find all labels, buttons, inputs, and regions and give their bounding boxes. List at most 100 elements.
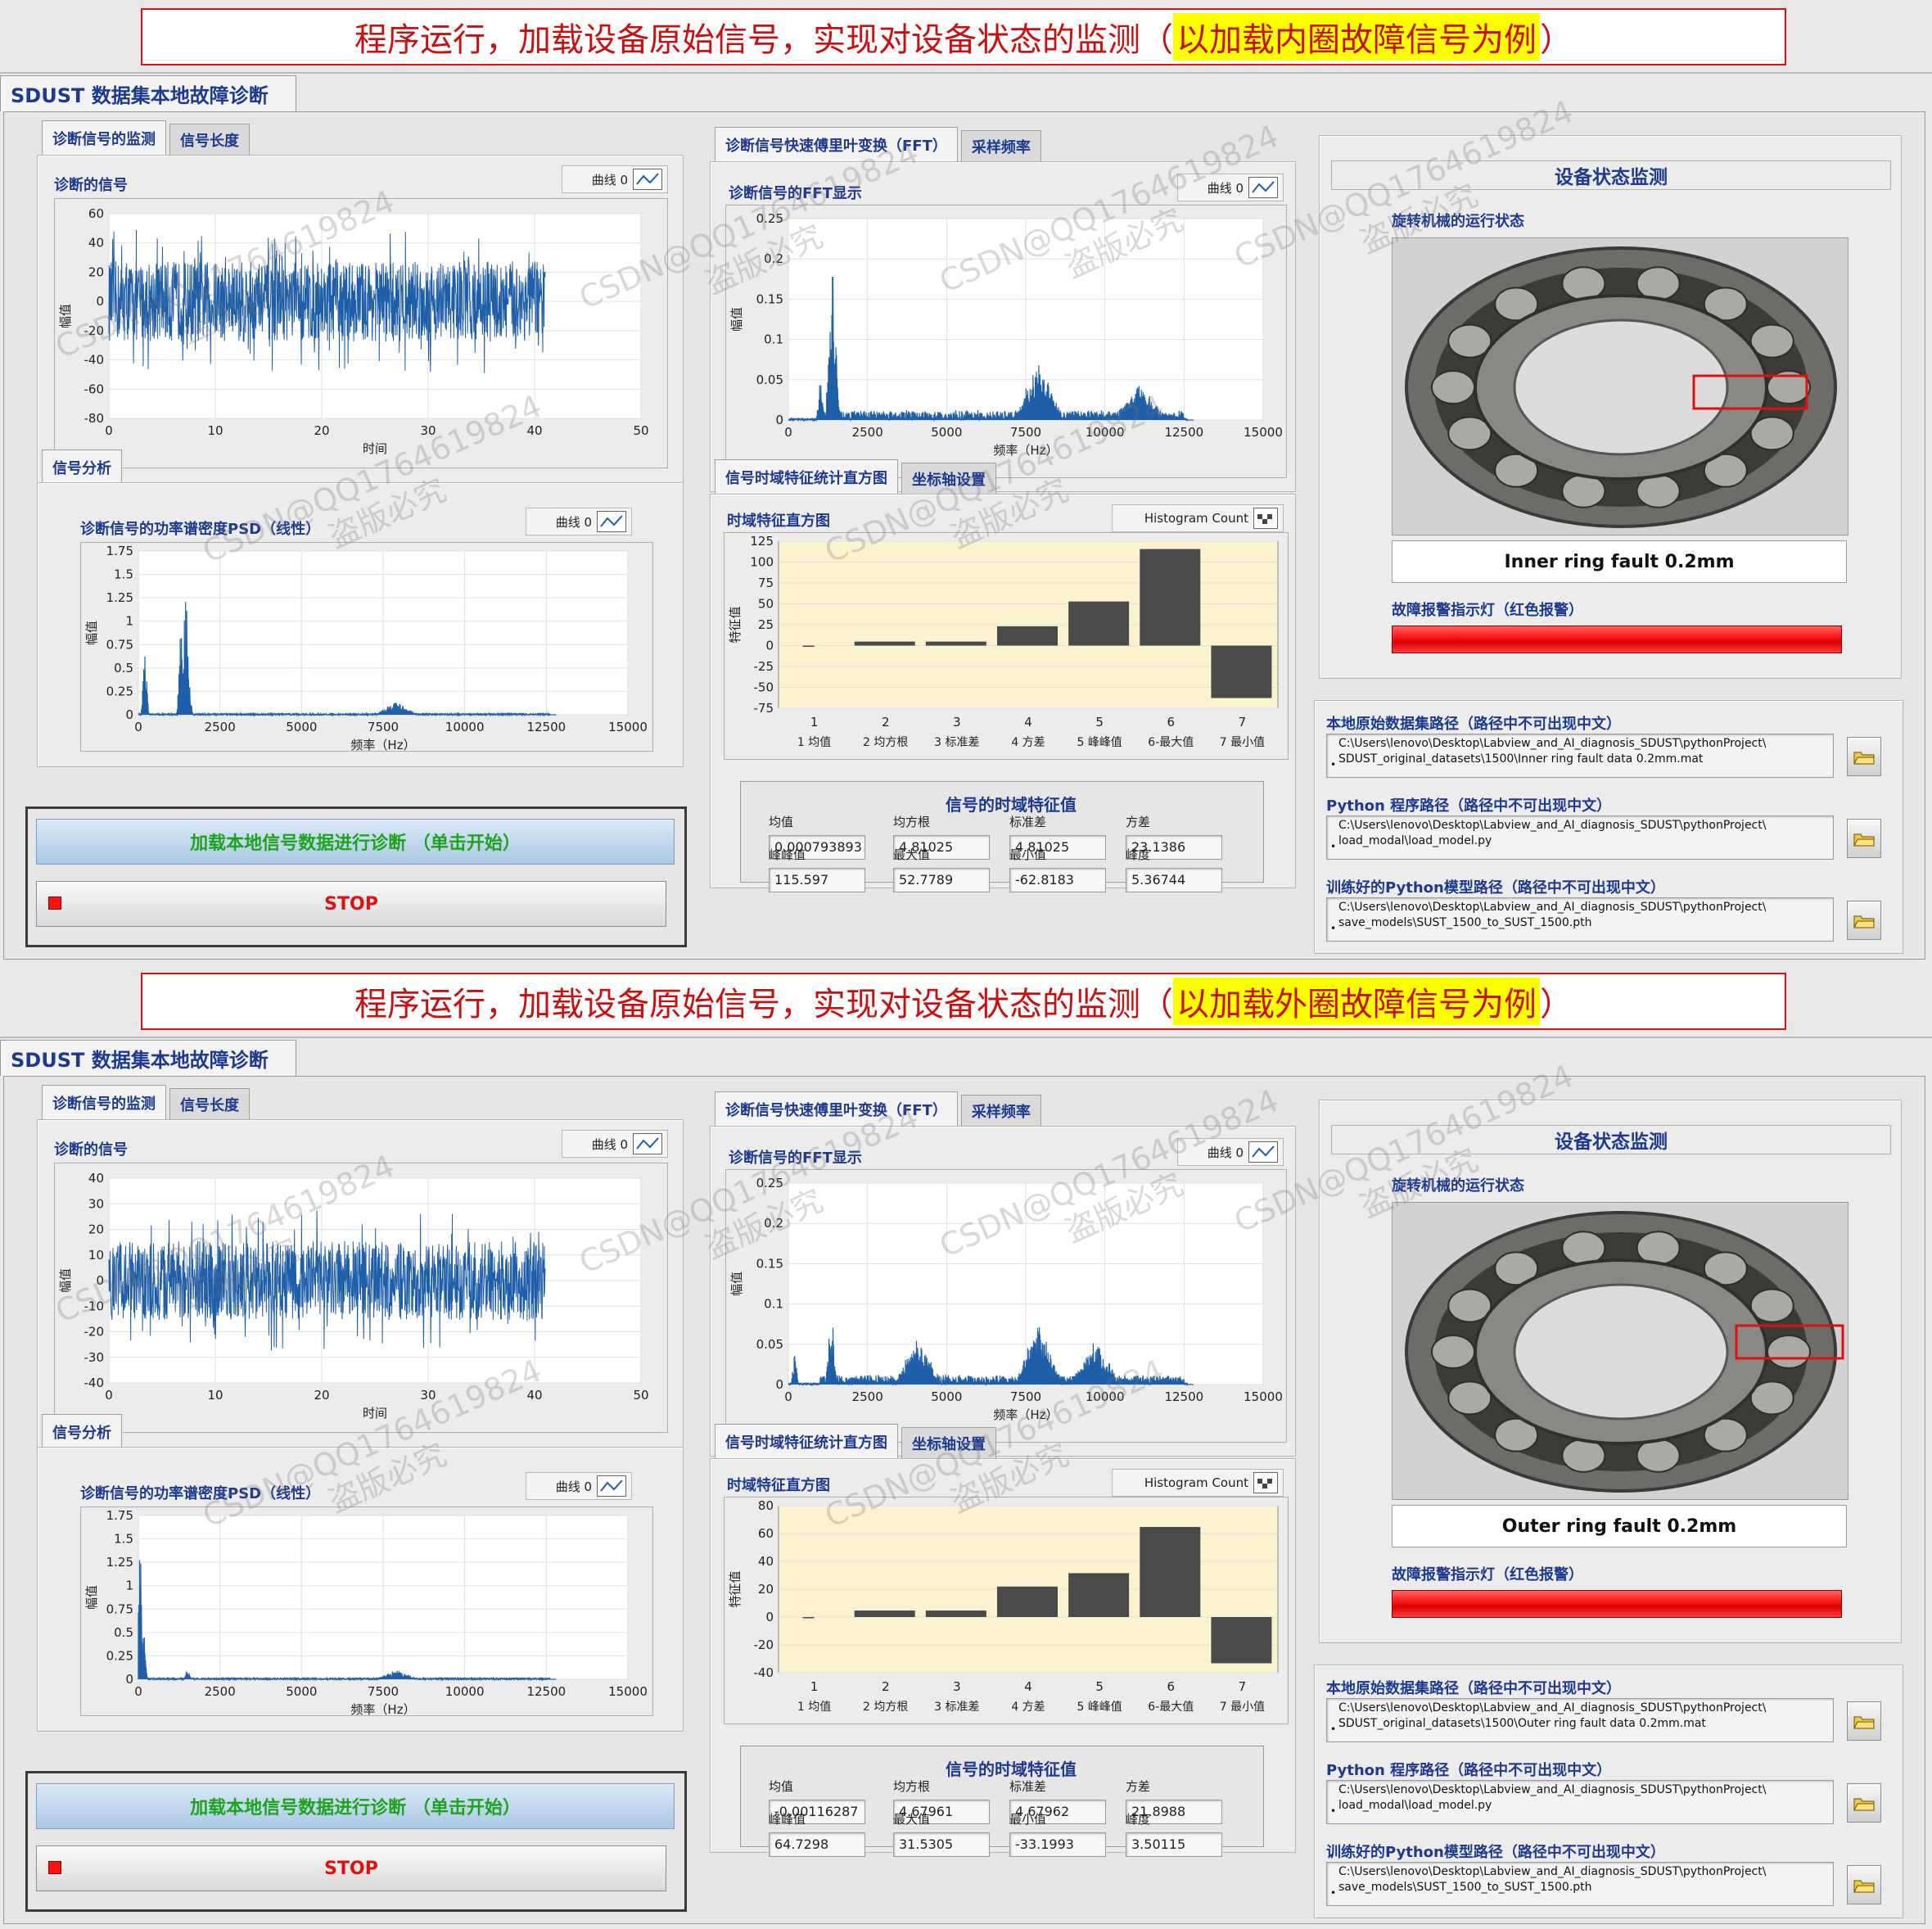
stop-button[interactable]: STOP	[36, 881, 666, 927]
tab-signal-length[interactable]: 信号长度	[169, 124, 250, 155]
time-plot-legend[interactable]: 曲线 0	[562, 165, 668, 193]
stat-value[interactable]: 23.1386	[1126, 835, 1222, 860]
bar-plot-icon	[1253, 508, 1278, 529]
tab-signal-length[interactable]: 信号长度	[169, 1088, 250, 1119]
app-window: 诊断信号的监测 信号长度 诊断的信号 曲线 0 -80 -60 -40 -20 0 20 4…	[3, 111, 1925, 960]
tab-axis-settings[interactable]: 坐标轴设置	[901, 1427, 996, 1458]
stat-value[interactable]: 4.67961	[893, 1800, 990, 1824]
fft-graph[interactable]: 0 0.05 0.1 0.15 0.2 0.25 0 2500 5000 7500 10000 125…	[725, 205, 1287, 478]
histogram-bar	[1140, 1526, 1201, 1617]
y-axis-label: 幅值	[84, 621, 99, 645]
y-tick-label: 0.5	[114, 1625, 133, 1640]
browse-folder-button[interactable]	[1847, 1701, 1881, 1741]
stat-value[interactable]: -0.00116287	[769, 1800, 865, 1824]
hist-category-label: 6-最大值	[1148, 1701, 1194, 1714]
fft-svg: 0 0.05 0.1 0.15 0.2 0.25 0 2500 5000 7500 10000 125…	[729, 1176, 1283, 1422]
tab-axis-settings[interactable]: 坐标轴设置	[901, 463, 996, 494]
browse-folder-button[interactable]	[1847, 1865, 1881, 1904]
path-input[interactable]: • C:\Users\lenovo\Desktop\Labview_and_AI_…	[1326, 734, 1834, 778]
x-tick-label: 0	[134, 1684, 142, 1699]
stat-value[interactable]: -33.1993	[1009, 1832, 1106, 1857]
y-tick-label: 0.2	[764, 1216, 783, 1231]
browse-folder-button[interactable]	[1847, 819, 1881, 858]
stat-value[interactable]: 52.7789	[893, 868, 990, 892]
stop-label: STOP	[324, 893, 378, 915]
tab-fft[interactable]: 诊断信号快速傅里叶变换（FFT）	[715, 127, 958, 161]
browse-folder-button[interactable]	[1847, 901, 1881, 940]
stat-value[interactable]: 4.67962	[1009, 1800, 1106, 1824]
ball	[1703, 453, 1748, 488]
path-input[interactable]: • C:\Users\lenovo\Desktop\Labview_and_AI_…	[1326, 815, 1834, 860]
hist-category-tick: 3	[953, 715, 961, 730]
tab-signal-analysis[interactable]: 信号分析	[42, 449, 122, 484]
y-tick-label: 0	[775, 413, 783, 427]
stat-value[interactable]: 64.7298	[769, 1832, 865, 1857]
x-tick-label: 40	[526, 1388, 542, 1403]
ball	[1561, 473, 1606, 508]
tab-signal-monitor[interactable]: 诊断信号的监测	[42, 1085, 166, 1119]
app-title-tab[interactable]: SDUST 数据集本地故障诊断	[0, 75, 296, 111]
path-input[interactable]: • C:\Users\lenovo\Desktop\Labview_and_AI_…	[1326, 897, 1834, 942]
hist-legend[interactable]: Histogram Count	[1112, 1469, 1284, 1497]
stat-value[interactable]: 115.597	[769, 868, 865, 892]
start-diagnosis-button[interactable]: 加载本地信号数据进行诊断 （单击开始）	[36, 819, 675, 865]
histogram-graph[interactable]: -75 -50 -25 0 25 50 75 100 125 特征值 1 1 均值 2 2 均方根 3 3 标…	[724, 532, 1289, 760]
legend-label: 曲线 0	[555, 1479, 592, 1494]
stat-value[interactable]: -62.8183	[1009, 868, 1106, 892]
path-input[interactable]: • C:\Users\lenovo\Desktop\Labview_and_AI_…	[1326, 1780, 1834, 1824]
line-plot-icon	[597, 1475, 626, 1497]
time-signal-graph[interactable]: -80 -60 -40 -20 0 20 40 60 0 10 20 30 40 50 时间 幅值	[54, 198, 668, 468]
app-title-tab[interactable]: SDUST 数据集本地故障诊断	[0, 1040, 296, 1076]
x-tick-label: 5000	[286, 720, 317, 734]
tab-fft[interactable]: 诊断信号快速傅里叶变换（FFT）	[715, 1091, 958, 1126]
psd-graph[interactable]: 0 0.25 0.5 0.75 1 1.25 1.5 1.75 0 2500 5000 7500 100…	[80, 542, 653, 752]
tab-signal-monitor[interactable]: 诊断信号的监测	[42, 120, 166, 155]
path-input[interactable]: • C:\Users\lenovo\Desktop\Labview_and_AI_…	[1326, 1698, 1834, 1742]
time-signal-graph[interactable]: -40 -30 -20 -10 0 10 20 30 40 0 10 20 30 40 50 时间 幅值	[54, 1163, 668, 1433]
stat-field: 最小值 -33.1993	[1009, 1810, 1106, 1857]
fft-plot-legend[interactable]: 曲线 0	[1177, 1138, 1284, 1166]
tab-sample-rate[interactable]: 采样频率	[960, 1095, 1041, 1126]
browse-folder-button[interactable]	[1847, 1783, 1881, 1823]
stat-value[interactable]: 21.8988	[1126, 1800, 1222, 1824]
banner-highlight: 以加载内圈故障信号为例	[1173, 13, 1540, 61]
browse-folder-button[interactable]	[1847, 737, 1881, 776]
psd-plot-legend[interactable]: 曲线 0	[526, 1472, 632, 1500]
y-tick-label: 1.25	[106, 1555, 133, 1570]
hist-legend[interactable]: Histogram Count	[1112, 504, 1284, 532]
stat-value[interactable]: 3.50115	[1126, 1832, 1222, 1857]
y-tick-label: -40	[754, 1665, 774, 1680]
hist-category-label: 7 最小值	[1220, 736, 1265, 749]
fft-plot-legend[interactable]: 曲线 0	[1177, 174, 1284, 201]
x-tick-label: 0	[784, 1389, 792, 1404]
stat-value[interactable]: 4.81025	[893, 835, 990, 860]
stat-value[interactable]: 5.36744	[1126, 868, 1222, 892]
y-tick-label: 1.75	[106, 544, 133, 558]
stats-frame: 信号的时域特征值 均值 -0.00116287 均方根 4.67961 标准差 4.679…	[740, 1746, 1264, 1857]
tab-histogram[interactable]: 信号时域特征统计直方图	[715, 459, 898, 494]
y-tick-label: 0	[775, 1377, 783, 1392]
fft-graph[interactable]: 0 0.05 0.1 0.15 0.2 0.25 0 2500 5000 7500 10000 125…	[725, 1169, 1287, 1443]
histogram-graph[interactable]: -40 -20 0 20 40 60 80 特征值 1 1 均值 2 2 均方根 3 3 标准差 4 4 方差…	[724, 1497, 1289, 1724]
line-plot-icon	[633, 169, 662, 190]
psd-graph[interactable]: 0 0.25 0.5 0.75 1 1.25 1.5 1.75 0 2500 5000 7500 100…	[80, 1507, 653, 1717]
tab-sample-rate[interactable]: 采样频率	[960, 130, 1041, 161]
y-tick-label: 0	[96, 294, 104, 309]
start-diagnosis-button[interactable]: 加载本地信号数据进行诊断 （单击开始）	[36, 1783, 675, 1829]
path-input[interactable]: • C:\Users\lenovo\Desktop\Labview_and_AI_…	[1326, 1862, 1834, 1906]
tab-signal-analysis[interactable]: 信号分析	[42, 1414, 122, 1448]
psd-plot-legend[interactable]: 曲线 0	[526, 508, 632, 535]
stat-value[interactable]: 0.000793893	[769, 835, 865, 860]
y-tick-label: 0.25	[106, 1648, 133, 1663]
fft-spectrum-line	[788, 276, 1194, 422]
hist-category-tick: 1	[810, 715, 819, 730]
y-tick-label: 0.25	[756, 1176, 783, 1190]
stop-button[interactable]: STOP	[36, 1845, 666, 1891]
hist-tab-row: 信号时域特征统计直方图 坐标轴设置	[715, 1424, 996, 1458]
tab-histogram[interactable]: 信号时域特征统计直方图	[715, 1424, 898, 1458]
machine-label: 旋转机械的运行状态	[1392, 1177, 1524, 1195]
y-tick-label: -20	[754, 1638, 774, 1652]
time-plot-legend[interactable]: 曲线 0	[562, 1130, 668, 1158]
stat-value[interactable]: 31.5305	[893, 1832, 990, 1857]
stat-value[interactable]: 4.81025	[1009, 835, 1106, 860]
